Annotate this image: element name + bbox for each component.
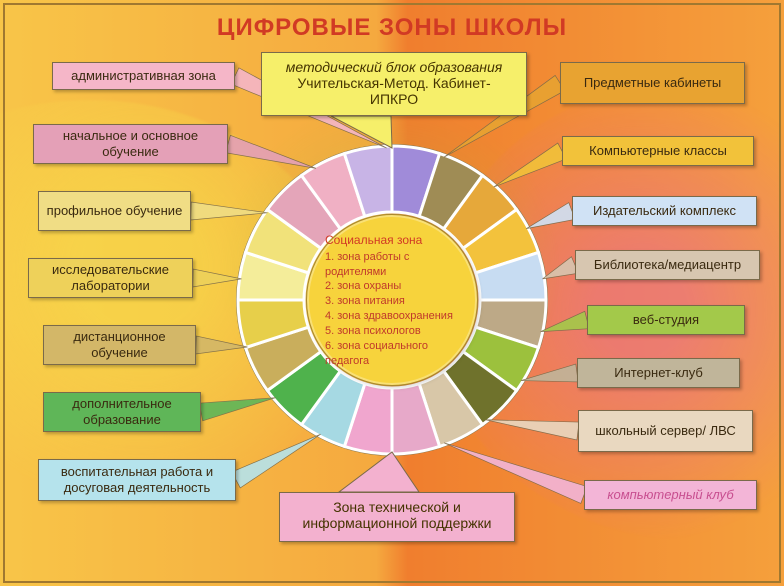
callout-bottom-line2: информационной поддержки: [290, 515, 504, 531]
zone-box: начальное и основное обучение: [33, 124, 228, 164]
zone-box: Предметные кабинеты: [560, 62, 745, 104]
hub-title: Социальная зона: [325, 232, 459, 248]
hub-item: 5. зона психологов: [325, 324, 459, 339]
zone-box: профильное обучение: [38, 191, 191, 231]
zone-box: Компьютерные классы: [562, 136, 754, 166]
hub-circle: Социальная зона 1. зона работы с родител…: [306, 214, 478, 386]
zone-box: воспитательная работа и досуговая деятел…: [38, 459, 236, 501]
zone-box: Интернет-клуб: [577, 358, 740, 388]
zone-box: Библиотека/медиацентр: [575, 250, 760, 280]
callout-top-line1: методический блок образования: [272, 59, 516, 75]
callout-top: методический блок образования Учительска…: [261, 52, 527, 116]
hub-item: 6. зона социального педагога: [325, 339, 459, 369]
hub-item: 2. зона охраны: [325, 279, 459, 294]
hub-item: 3. зона питания: [325, 294, 459, 309]
callout-top-line3: ИПКРО: [272, 91, 516, 107]
zone-box: школьный сервер/ ЛВС: [578, 410, 753, 452]
zone-box: веб-студия: [587, 305, 745, 335]
callout-bottom-line1: Зона технической и: [290, 499, 504, 515]
zone-box: компьютерный клуб: [584, 480, 757, 510]
zone-box: административная зона: [52, 62, 235, 90]
zone-box: дистанционное обучение: [43, 325, 196, 365]
callout-bottom: Зона технической и информационной поддер…: [279, 492, 515, 542]
hub-item: 1. зона работы с родителями: [325, 250, 459, 280]
zone-box: Издательский комплекс: [572, 196, 757, 226]
callout-top-line2: Учительская-Метод. Кабинет-: [272, 75, 516, 91]
zone-box: исследовательские лаборатории: [28, 258, 193, 298]
page-title: ЦИФРОВЫЕ ЗОНЫ ШКОЛЫ: [0, 14, 784, 42]
zone-box: дополнительное образование: [43, 392, 201, 432]
hub-item: 4. зона здравоохранения: [325, 309, 459, 324]
